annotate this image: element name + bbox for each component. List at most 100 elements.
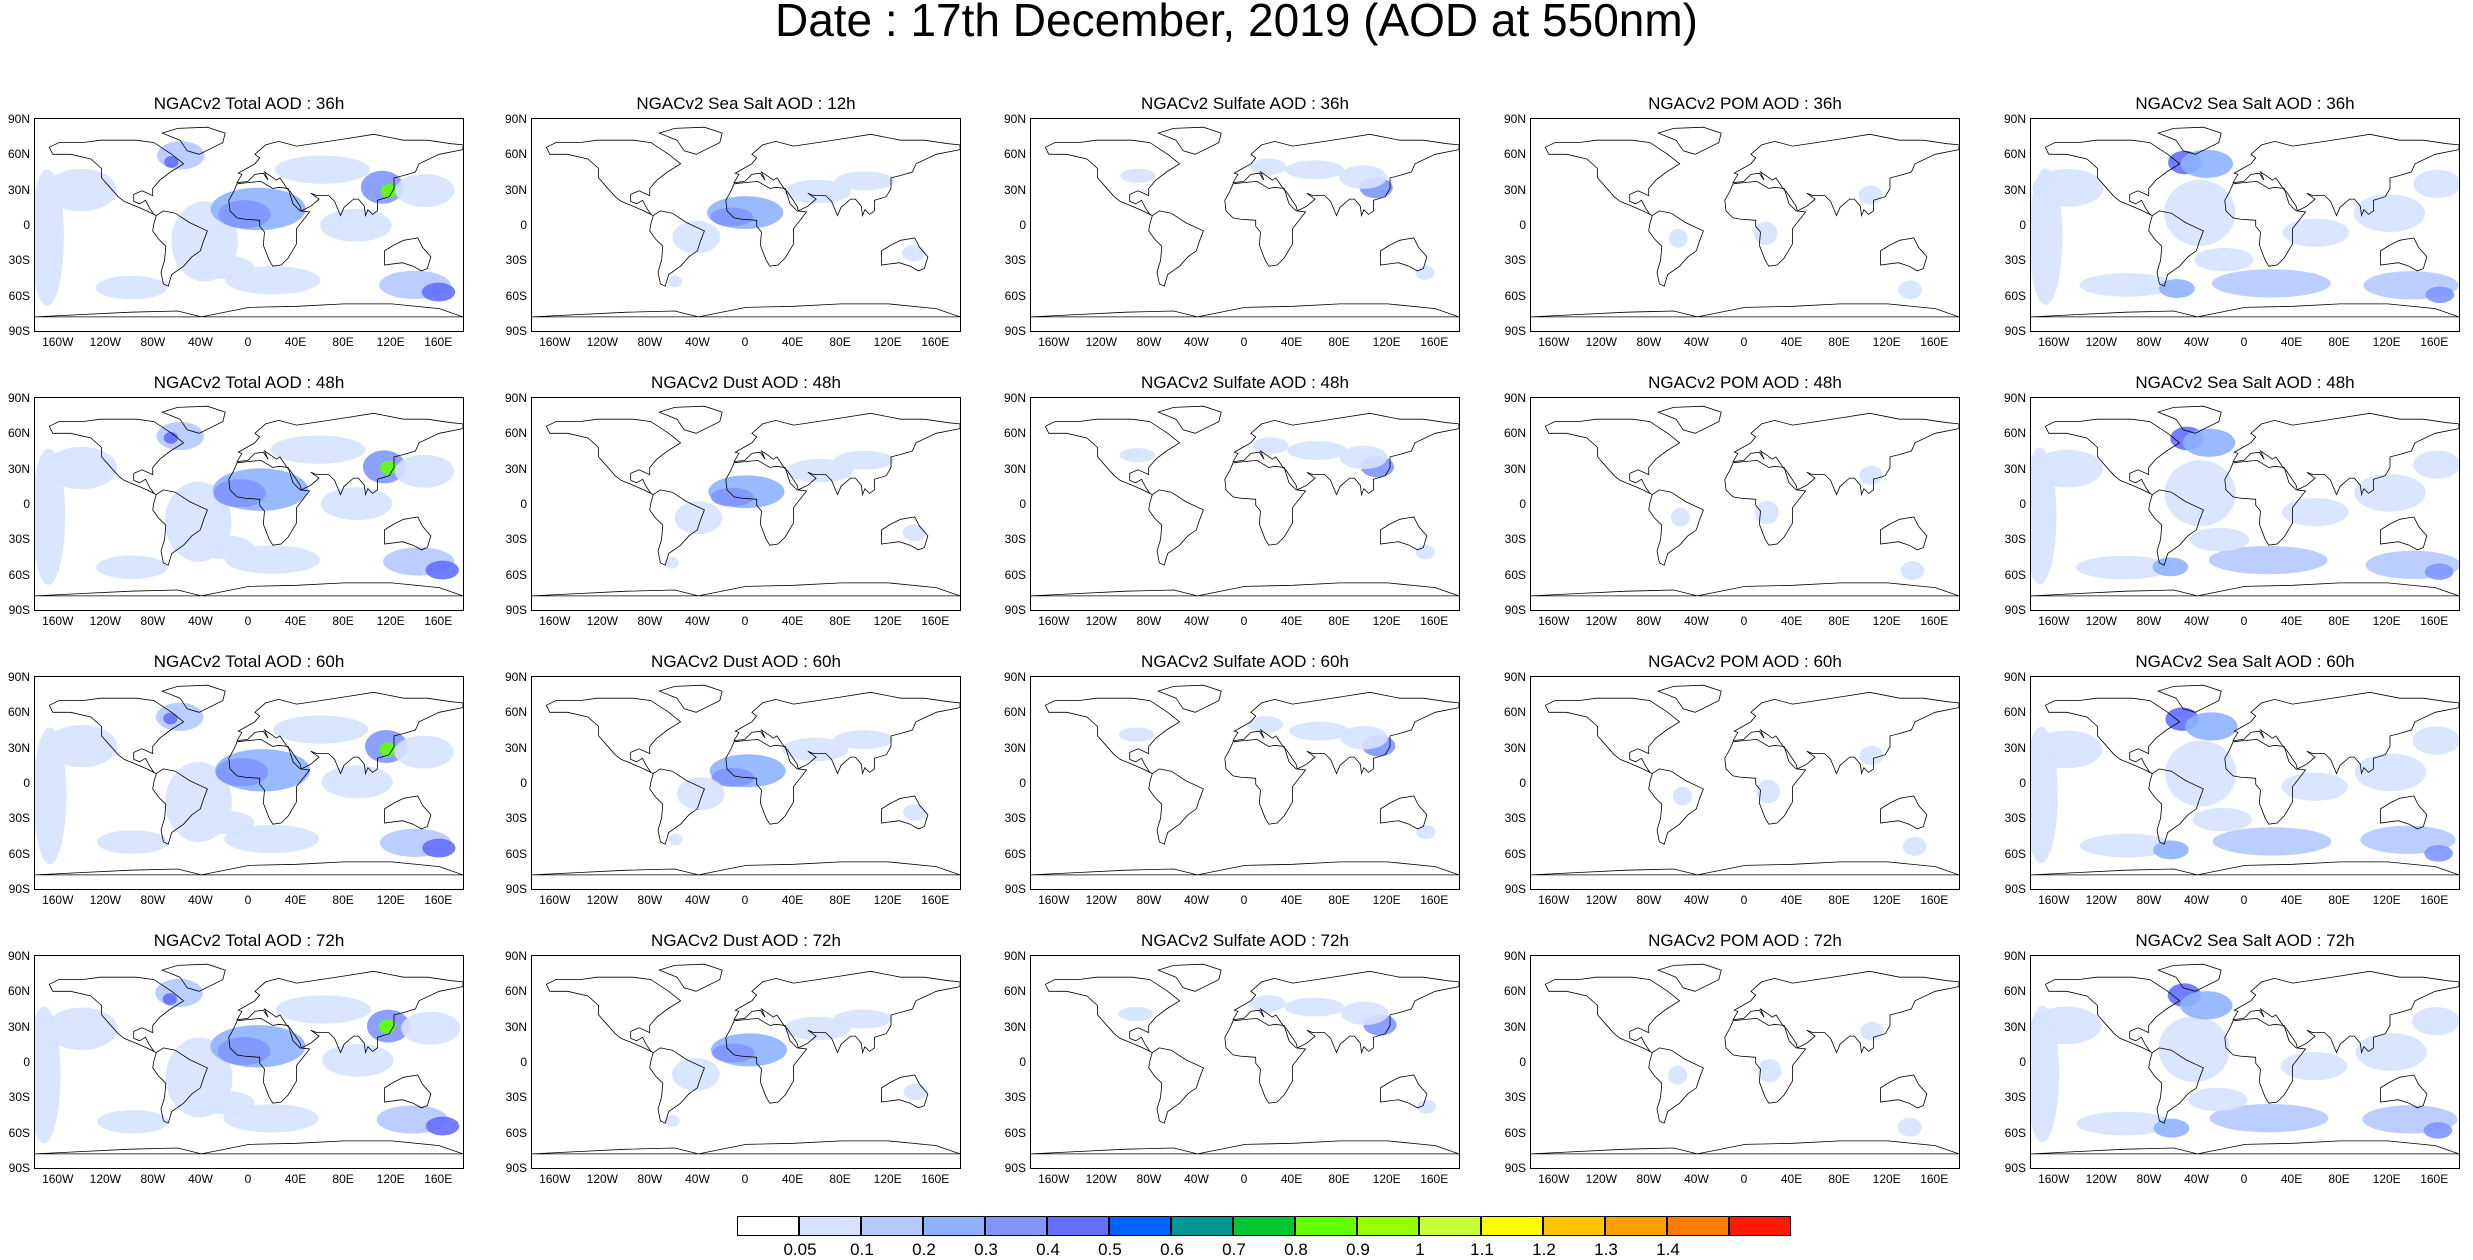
aod-shading (223, 1104, 319, 1133)
coastline (1544, 697, 1681, 774)
lat-tick-label: 30N (504, 461, 527, 476)
lat-tick-label: 90N (1003, 670, 1026, 684)
lon-tick-label: 120W (2085, 335, 2117, 349)
panel-title: NGACv2 POM AOD : 48h (1648, 373, 1842, 392)
coastline (1880, 237, 1928, 272)
coastline (2380, 1074, 2428, 1109)
lon-tick-label: 80E (1828, 893, 1850, 907)
coastline (545, 418, 682, 495)
coastline (1880, 795, 1928, 830)
coastline (1380, 1074, 1428, 1109)
lon-tick-label: 120E (873, 335, 902, 349)
aod-shading (2165, 740, 2237, 807)
lon-tick-label: 0 (1240, 614, 1248, 628)
coastline (725, 180, 808, 267)
lat-tick-label: 30S (1004, 811, 1026, 826)
colorbar-swatch (1109, 1216, 1171, 1236)
lat-tick-label: 90N (2003, 112, 2026, 126)
lon-tick-label: 40E (2280, 1172, 2303, 1186)
aod-shading (2425, 286, 2455, 303)
coastline (1531, 582, 1959, 597)
lon-tick-label: 40W (1184, 335, 1209, 349)
lat-tick-label: 0 (520, 1055, 527, 1069)
aod-shading (95, 275, 168, 300)
aod-shading (2031, 1006, 2102, 1045)
lat-tick-label: 90S (505, 882, 527, 896)
aod-shading (2212, 827, 2332, 856)
coastline (384, 1074, 432, 1109)
lon-tick-label: 120E (1872, 893, 1901, 907)
panel-title: NGACv2 Dust AOD : 60h (651, 652, 841, 671)
coastline (1380, 516, 1428, 551)
lon-tick-label: 80W (637, 335, 663, 349)
map-panel: NGACv2 POM AOD : 72h 90N 60N 30N 0 30S 60S 90S 1… (1504, 931, 1960, 1185)
colorbar-swatch (923, 1216, 985, 1236)
aod-shading (1252, 437, 1289, 454)
colorbar-label: 1.2 (1532, 1240, 1556, 1259)
lon-tick-label: 160W (1538, 614, 1570, 628)
lon-tick-label: 120W (1585, 893, 1617, 907)
coastline (657, 126, 723, 155)
lat-tick-label: 30N (7, 740, 30, 755)
lat-tick-label: 90N (504, 112, 527, 126)
aod-shading (2158, 1016, 2230, 1083)
lat-tick-label: 90N (1503, 670, 1526, 684)
map-panel: NGACv2 Sulfate AOD : 72h 90N 60N 30N 0 30S 60S… (1004, 931, 1460, 1185)
lat-tick-label: 90N (2003, 670, 2026, 684)
colorbar-swatch (1667, 1216, 1729, 1236)
aod-shading (322, 1043, 394, 1077)
lon-tick-label: 120W (586, 335, 618, 349)
map-frame (2030, 118, 2460, 332)
lat-tick-label: 30S (1504, 1090, 1526, 1105)
coastline (236, 412, 463, 497)
coastline (384, 516, 432, 551)
colorbar-swatch (799, 1216, 861, 1236)
coastline (1044, 139, 1181, 216)
map-panel: NGACv2 Sulfate AOD : 48h 90N 60N 30N 0 30S 60S… (1004, 373, 1460, 627)
coastline (152, 1047, 208, 1124)
aod-shading (1247, 716, 1284, 733)
map-frame (1530, 118, 1960, 332)
aod-shading (1289, 721, 1349, 741)
aod-shading (394, 454, 455, 488)
colorbar-swatch (985, 1216, 1047, 1236)
coastline (545, 697, 682, 774)
map-frame (531, 676, 961, 890)
lat-tick-label: 0 (23, 218, 30, 232)
colorbar-label: 0.1 (850, 1240, 874, 1259)
aod-shading (380, 460, 397, 475)
lat-tick-label: 30S (2004, 811, 2026, 826)
colorbar-swatch (1357, 1216, 1419, 1236)
aod-shading (163, 712, 178, 725)
aod-shading (902, 244, 926, 262)
coastline (1156, 684, 1222, 713)
lon-tick-label: 40E (1280, 1172, 1303, 1186)
aod-shading (784, 179, 852, 204)
coastline (2224, 1017, 2307, 1104)
coastline (1724, 1017, 1807, 1104)
map-panel: NGACv2 Total AOD : 36h 90N 60N 30N 0 30S 60S 90… (8, 94, 464, 348)
aod-shading (672, 1057, 720, 1091)
lon-tick-label: 160W (42, 614, 74, 628)
panel-title: NGACv2 Sea Salt AOD : 72h (2135, 931, 2355, 950)
lon-tick-label: 160E (921, 893, 950, 907)
aod-shading (668, 833, 683, 846)
aod-shading (45, 724, 118, 768)
coastline (1724, 459, 1807, 546)
panel-title: NGACv2 Total AOD : 60h (153, 652, 345, 671)
map-panel: NGACv2 POM AOD : 36h 90N 60N 30N 0 30S 60S 90S 1… (1504, 94, 1960, 348)
lon-tick-label: 120E (376, 614, 405, 628)
lat-tick-label: 90N (1503, 112, 1526, 126)
aod-shading (425, 560, 459, 580)
aod-shading (2182, 428, 2236, 457)
lon-tick-label: 40W (1184, 1172, 1209, 1186)
aod-shading (2031, 449, 2104, 488)
aod-shading (674, 501, 723, 535)
lon-tick-label: 120W (2085, 1172, 2117, 1186)
lon-tick-label: 40E (781, 614, 804, 628)
aod-shading (903, 804, 927, 821)
lon-tick-label: 160E (921, 335, 950, 349)
lon-tick-label: 160E (1920, 893, 1949, 907)
lat-tick-label: 30S (1504, 532, 1526, 547)
aod-shading (2076, 1111, 2172, 1136)
